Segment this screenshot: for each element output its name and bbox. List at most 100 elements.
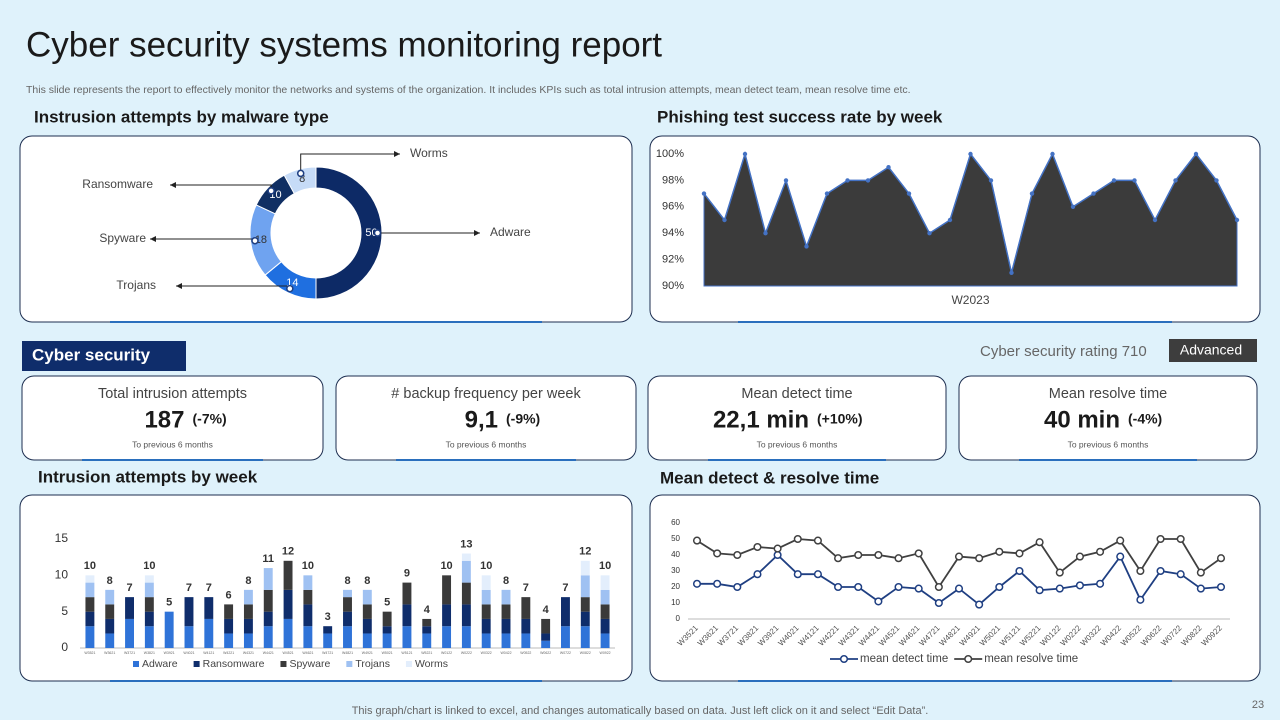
bar-segment (343, 626, 352, 648)
badge: Advanced (1180, 342, 1242, 358)
bar-segment (263, 611, 273, 627)
point (934, 582, 943, 592)
total-label: 3 (325, 611, 331, 623)
point (954, 584, 964, 593)
kpi-title: # backup frequency per week (391, 386, 581, 402)
point (1173, 178, 1178, 183)
total-label: 11 (262, 553, 274, 565)
total-label: 10 (440, 560, 452, 572)
point (1091, 191, 1096, 196)
bar-segment (481, 575, 491, 590)
legend-label: Worms (415, 658, 448, 670)
kpi-note: To previous 6 months (132, 439, 213, 449)
point (1234, 217, 1240, 223)
bar-segment (125, 618, 134, 648)
x-tick-label: W3721 (124, 651, 135, 655)
bar-segment (580, 597, 590, 612)
legend-swatch (280, 661, 287, 667)
y-tick-label: 20 (671, 582, 680, 591)
point (713, 549, 722, 558)
kpi-note: To previous 6 months (757, 439, 838, 449)
point (753, 570, 762, 579)
bar-segment (303, 589, 313, 605)
kpi-title: Mean detect time (741, 386, 852, 402)
title: Cyber security systems monitoring report (26, 25, 662, 64)
bar-segment (461, 604, 471, 627)
x-tick-label: W0422 (500, 651, 511, 655)
legend-swatch (405, 661, 412, 667)
point (733, 582, 742, 592)
bar-segment (442, 575, 452, 605)
point (1075, 581, 1084, 590)
x-tick-label: W4021 (183, 651, 194, 655)
kpi-change: (-9%) (506, 411, 540, 427)
kpi-note: To previous 6 months (1068, 439, 1149, 449)
point (988, 178, 994, 183)
y-tick-label: 30 (671, 566, 680, 575)
point (1015, 566, 1024, 576)
bar-segment (362, 604, 372, 619)
leader-dot (286, 284, 294, 293)
point (824, 191, 830, 196)
donut-slice (315, 166, 383, 300)
point (763, 231, 768, 236)
slice-value: 8 (299, 173, 305, 185)
x-tick-label: W0822 (580, 651, 591, 655)
panel-title: Instrusion attempts by malware type (34, 107, 329, 126)
bar-segment (422, 633, 432, 648)
bar-segment (501, 589, 511, 605)
total-label: 10 (143, 560, 155, 572)
y-tick-label: 94% (662, 227, 684, 239)
point (783, 178, 789, 183)
bar-segment (561, 626, 570, 648)
bar-segment (224, 618, 234, 634)
kpi-note: To previous 6 months (446, 439, 527, 449)
bar-segment (442, 604, 452, 627)
legend-label: Spyware (289, 658, 330, 670)
donut-slice (283, 166, 317, 195)
point (1015, 549, 1024, 558)
leader-dot (373, 229, 382, 237)
total-label: 9 (404, 568, 410, 580)
bar-segment (343, 611, 352, 627)
x-tick-label: W3521 (84, 651, 95, 655)
footer-note: This graph/chart is linked to excel, and… (352, 705, 929, 717)
point (1196, 584, 1205, 593)
point (1070, 204, 1076, 209)
bar-segment (382, 611, 392, 627)
kpi-row: Total intrusion attempts 187 (-7%) To previ… (21, 375, 1258, 461)
bar-segment (204, 618, 214, 648)
bar-segment (343, 597, 352, 612)
point (854, 550, 863, 560)
total-label: 8 (364, 575, 370, 587)
bar-segment (144, 597, 154, 612)
bar-segment (204, 597, 214, 619)
total-label: 12 (282, 546, 294, 558)
point (927, 231, 932, 236)
x-tick-label: W0622 (540, 651, 551, 655)
bar-segment (521, 597, 531, 619)
bar-segment (283, 618, 293, 648)
point (813, 570, 822, 579)
leader-dot (267, 187, 275, 195)
x-tick-label: W3621 (104, 651, 115, 655)
point (995, 582, 1004, 592)
total-label: 7 (126, 582, 132, 594)
bar-segment (263, 626, 273, 648)
bar-segment (164, 611, 174, 648)
bar-segment (541, 633, 551, 641)
point (773, 544, 782, 553)
total-label: 7 (523, 582, 529, 594)
category-label: Worms (410, 146, 448, 160)
point (947, 217, 953, 223)
bar-segment (481, 633, 491, 648)
bar-segment (303, 604, 313, 627)
x-tick-label: W4621 (302, 651, 313, 655)
panel-title: Mean detect & resolve time (660, 468, 879, 487)
point (874, 550, 883, 560)
point (894, 582, 903, 592)
point (834, 554, 843, 563)
point (793, 534, 802, 544)
point (914, 549, 923, 558)
slice-value: 50 (365, 227, 377, 239)
